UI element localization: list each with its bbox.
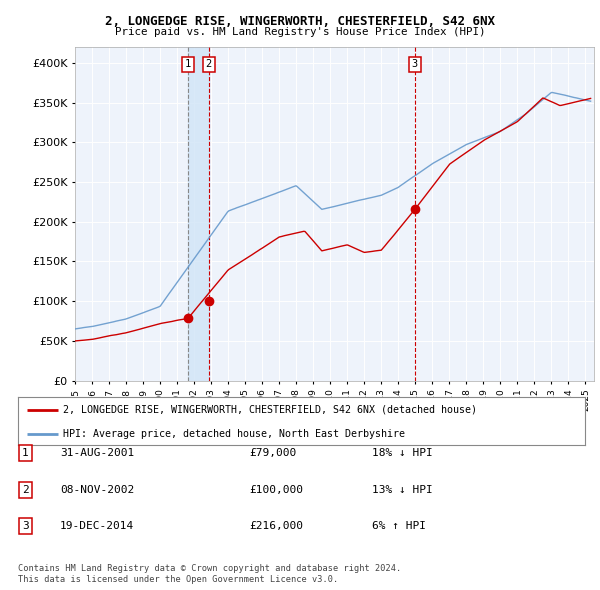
Text: 1: 1 bbox=[22, 448, 29, 458]
Text: 2: 2 bbox=[205, 60, 212, 70]
Text: 08-NOV-2002: 08-NOV-2002 bbox=[60, 485, 134, 494]
Bar bbox=[188, 47, 209, 381]
Text: 13% ↓ HPI: 13% ↓ HPI bbox=[372, 485, 433, 494]
Text: £79,000: £79,000 bbox=[249, 448, 296, 458]
Text: £216,000: £216,000 bbox=[249, 522, 303, 531]
Text: Contains HM Land Registry data © Crown copyright and database right 2024.: Contains HM Land Registry data © Crown c… bbox=[18, 565, 401, 573]
Text: 31-AUG-2001: 31-AUG-2001 bbox=[60, 448, 134, 458]
Text: 3: 3 bbox=[412, 60, 418, 70]
Text: 18% ↓ HPI: 18% ↓ HPI bbox=[372, 448, 433, 458]
Text: 19-DEC-2014: 19-DEC-2014 bbox=[60, 522, 134, 531]
Text: Price paid vs. HM Land Registry's House Price Index (HPI): Price paid vs. HM Land Registry's House … bbox=[115, 27, 485, 37]
Text: This data is licensed under the Open Government Licence v3.0.: This data is licensed under the Open Gov… bbox=[18, 575, 338, 584]
Text: £100,000: £100,000 bbox=[249, 485, 303, 494]
Text: 3: 3 bbox=[22, 522, 29, 531]
Text: 6% ↑ HPI: 6% ↑ HPI bbox=[372, 522, 426, 531]
Text: 1: 1 bbox=[185, 60, 191, 70]
Text: 2, LONGEDGE RISE, WINGERWORTH, CHESTERFIELD, S42 6NX (detached house): 2, LONGEDGE RISE, WINGERWORTH, CHESTERFI… bbox=[64, 405, 478, 415]
Text: HPI: Average price, detached house, North East Derbyshire: HPI: Average price, detached house, Nort… bbox=[64, 429, 406, 439]
Text: 2, LONGEDGE RISE, WINGERWORTH, CHESTERFIELD, S42 6NX: 2, LONGEDGE RISE, WINGERWORTH, CHESTERFI… bbox=[105, 15, 495, 28]
Text: 2: 2 bbox=[22, 485, 29, 494]
